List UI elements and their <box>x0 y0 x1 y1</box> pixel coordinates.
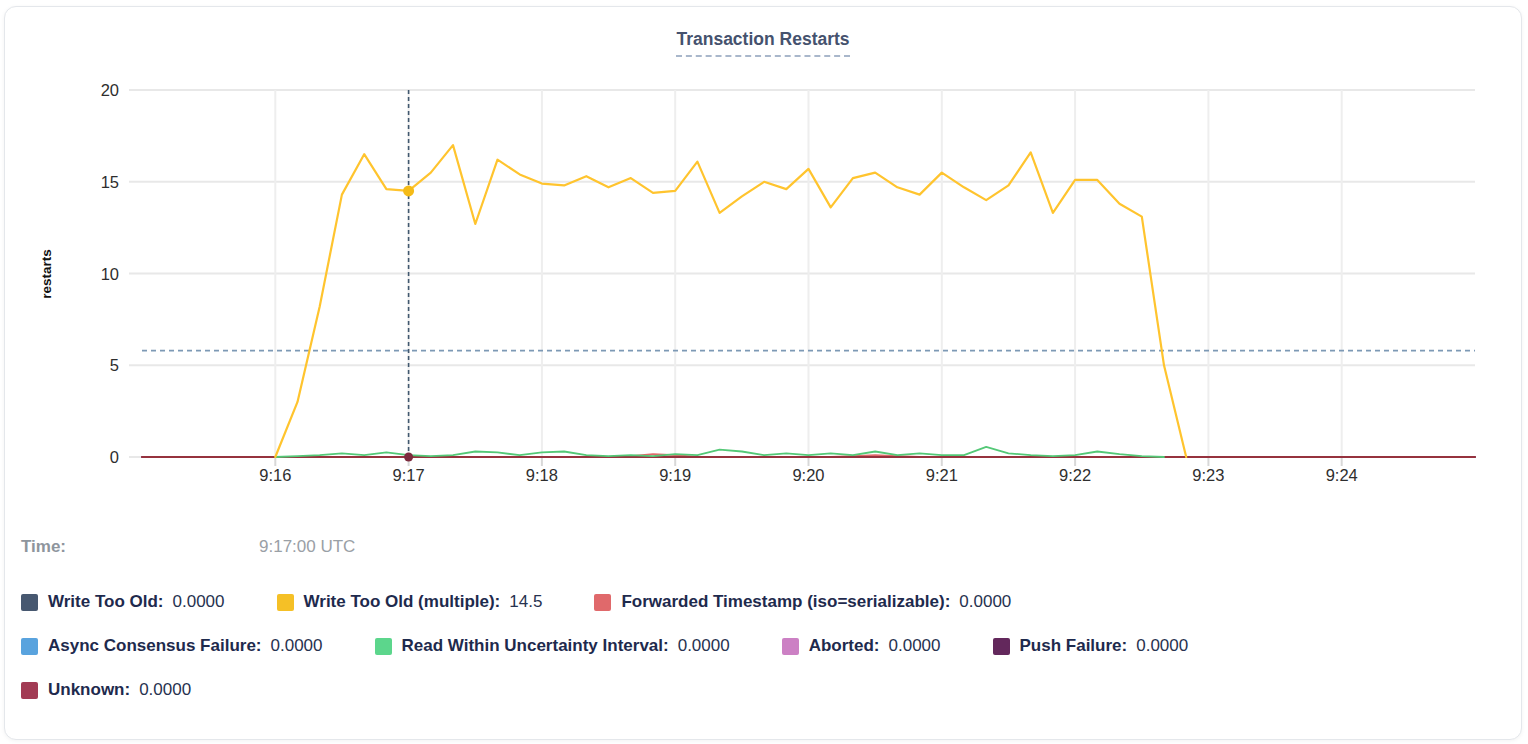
legend-row: Unknown: 0.0000 <box>21 680 1505 700</box>
legend-row: Async Consensus Failure:0.0000Read Withi… <box>21 636 1505 656</box>
chart-panel: Transaction Restarts 0 5 10 15 20 9:16 9:17 9:1… <box>0 0 1528 744</box>
legend-label: Read Within Uncertainty Interval: <box>402 636 669 656</box>
legend-value: 0.0000 <box>678 636 730 656</box>
chart-header: Transaction Restarts <box>5 29 1521 57</box>
legend-label: Aborted: <box>809 636 880 656</box>
x-tick-label: 9:18 <box>526 466 558 484</box>
legend-label: Write Too Old (multiple): <box>304 592 501 612</box>
legend-swatch-icon <box>21 594 38 611</box>
legend-label: Forwarded Timestamp (iso=serializable): <box>621 592 950 612</box>
y-tick-label: 20 <box>101 81 119 99</box>
legend-value: 0.0000 <box>1136 636 1188 656</box>
transaction-restarts-chart[interactable]: 0 5 10 15 20 9:16 9:17 9:18 9:19 9:20 9:21 9:22 9:23… <box>5 65 1528 515</box>
x-tick-label: 9:22 <box>1059 466 1091 484</box>
chart-legend: Write Too Old: 0.0000 Write Too Old (multi… <box>21 592 1505 724</box>
x-tick-label: 9:21 <box>926 466 958 484</box>
chart-title[interactable]: Transaction Restarts <box>676 29 849 57</box>
hover-point-write-too-old-multiple <box>403 185 414 196</box>
legend-value: 14.5 <box>509 592 542 612</box>
legend-label: Unknown: <box>48 680 130 700</box>
legend-swatch-icon <box>375 638 392 655</box>
legend-swatch-icon <box>21 638 38 655</box>
legend-value: 0.0000 <box>889 636 941 656</box>
time-value: 9:17:00 UTC <box>259 537 355 556</box>
x-tick-label: 9:20 <box>792 466 824 484</box>
y-tick-label: 0 <box>110 448 119 466</box>
legend-item-write-too-old[interactable]: Write Too Old: 0.0000 <box>21 592 225 612</box>
hover-time-row: Time:9:17:00 UTC <box>21 537 355 557</box>
x-tick-label: 9:16 <box>259 466 291 484</box>
legend-item-async-consensus-failure[interactable]: Async Consensus Failure: 0.0000 <box>21 636 323 656</box>
y-tick-label: 15 <box>101 173 119 191</box>
legend-item-aborted[interactable]: Aborted: 0.0000 <box>782 636 941 656</box>
legend-value: 0.0000 <box>959 592 1011 612</box>
time-label: Time: <box>21 537 259 557</box>
legend-swatch-icon <box>277 594 294 611</box>
legend-value: 0.0000 <box>139 680 191 700</box>
legend-item-read-within-uncertainty-interval[interactable]: Read Within Uncertainty Interval: 0.0000 <box>375 636 730 656</box>
chart-card: Transaction Restarts 0 5 10 15 20 9:16 9:17 9:1… <box>4 6 1522 740</box>
x-tick-label: 9:23 <box>1192 466 1224 484</box>
legend-label: Async Consensus Failure: <box>48 636 262 656</box>
x-tick-label: 9:24 <box>1326 466 1358 484</box>
y-tick-label: 5 <box>110 356 119 374</box>
legend-item-forwarded-timestamp-iso-serializable[interactable]: Forwarded Timestamp (iso=serializable): 0… <box>594 592 1011 612</box>
legend-label: Write Too Old: <box>48 592 164 612</box>
legend-row: Write Too Old: 0.0000 Write Too Old (multi… <box>21 592 1505 612</box>
hover-point-unknown <box>404 453 413 462</box>
legend-item-push-failure[interactable]: Push Failure: 0.0000 <box>993 636 1189 656</box>
legend-swatch-icon <box>594 594 611 611</box>
legend-label: Push Failure: <box>1020 636 1128 656</box>
y-axis-label: restarts <box>39 249 54 299</box>
x-tick-label: 9:19 <box>659 466 691 484</box>
x-tick-label: 9:17 <box>393 466 425 484</box>
legend-item-write-too-old-multiple[interactable]: Write Too Old (multiple): 14.5 <box>277 592 543 612</box>
legend-swatch-icon <box>21 682 38 699</box>
legend-swatch-icon <box>782 638 799 655</box>
legend-value: 0.0000 <box>173 592 225 612</box>
legend-swatch-icon <box>993 638 1010 655</box>
y-tick-label: 10 <box>101 265 119 283</box>
legend-value: 0.0000 <box>271 636 323 656</box>
legend-item-unknown[interactable]: Unknown: 0.0000 <box>21 680 191 700</box>
